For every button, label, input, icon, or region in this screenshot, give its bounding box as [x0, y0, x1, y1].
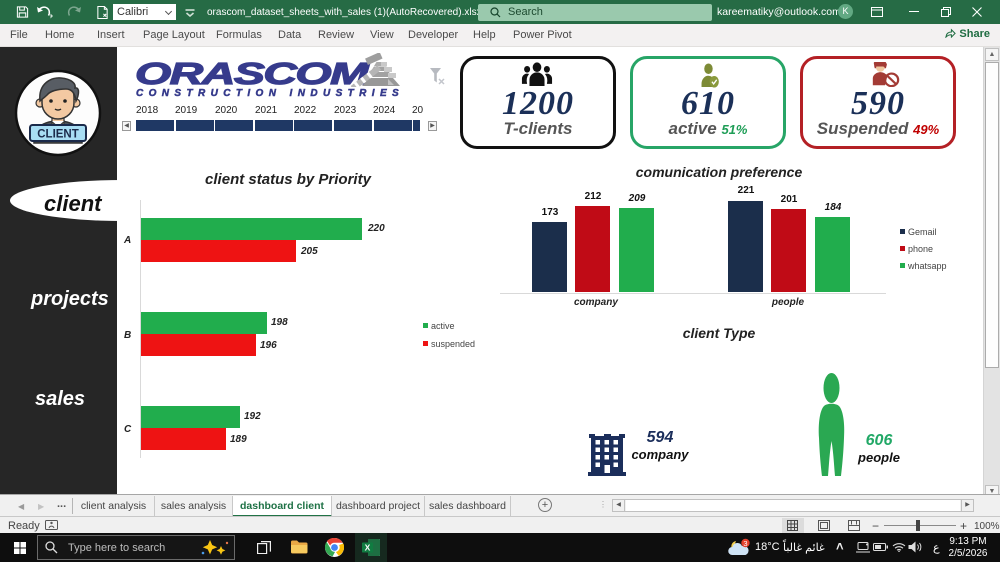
svg-text:CLIENT: CLIENT [37, 129, 79, 141]
svg-text:3: 3 [743, 539, 747, 548]
svg-text:X: X [365, 543, 371, 553]
